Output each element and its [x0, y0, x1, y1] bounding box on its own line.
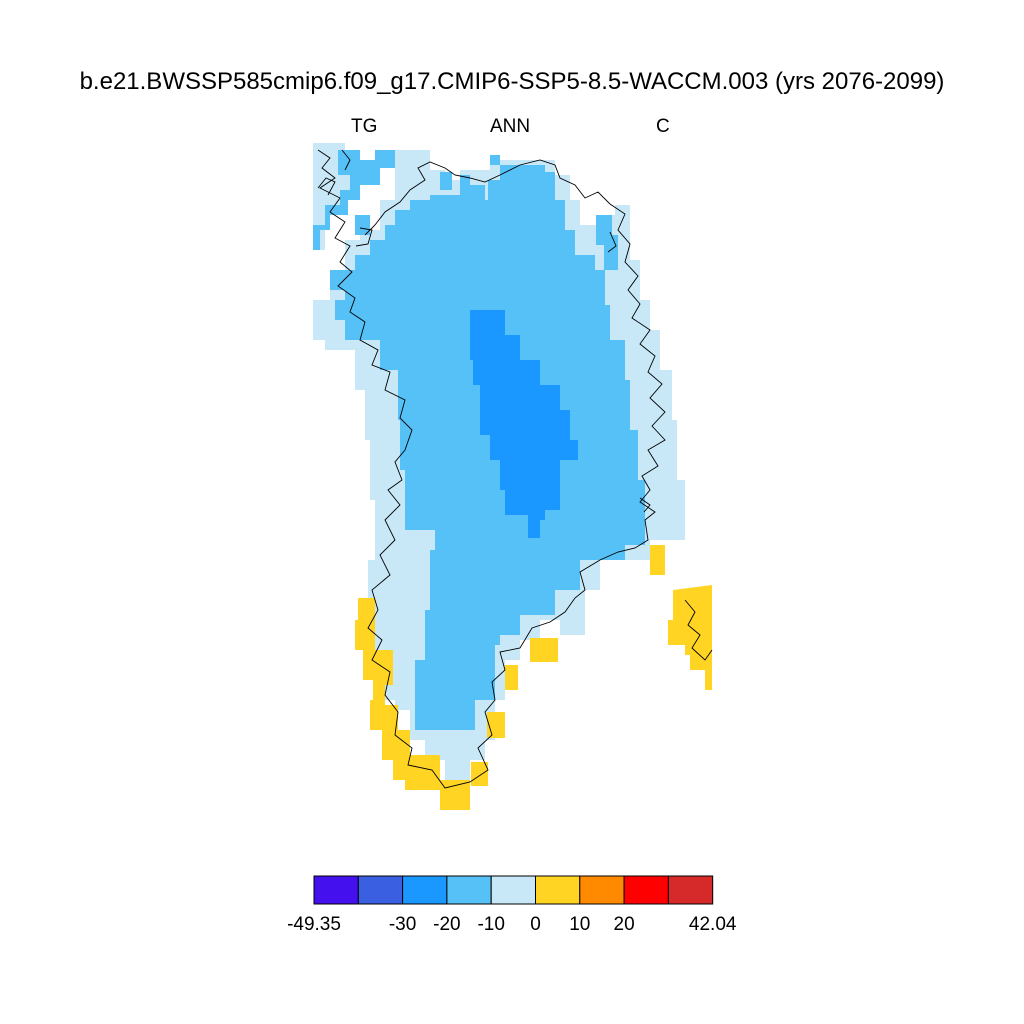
- colorbar-box: [313, 875, 359, 905]
- region-0-to-10: [355, 545, 712, 810]
- center-string: ANN: [490, 116, 531, 137]
- colorbar-box: [446, 875, 492, 905]
- colorbar-box: [357, 875, 404, 905]
- left-string: TG: [351, 116, 378, 137]
- right-string: C: [656, 116, 670, 137]
- colorbar-label: 10: [569, 914, 590, 935]
- colorbar-label: 0: [530, 914, 541, 935]
- colorbar-label: -49.35: [287, 914, 341, 935]
- colorbar-box: [490, 875, 537, 905]
- plot-title: b.e21.BWSSP585cmip6.f09_g17.CMIP6-SSP5-8…: [79, 68, 945, 95]
- colorbar-labels: -49.35 -30 -20 -10 0 10 20 42.04: [287, 914, 737, 935]
- colorbar-box: [535, 875, 581, 905]
- colorbar-label: 42.04: [689, 914, 737, 935]
- colorbar-label: -10: [477, 914, 504, 935]
- colorbar-label: 20: [614, 914, 635, 935]
- colorbar-box: [667, 875, 714, 905]
- colorbar-label: -20: [433, 914, 460, 935]
- colorbar-label: -30: [389, 914, 416, 935]
- colorbar-box: [579, 875, 625, 905]
- colorbar-box: [623, 875, 669, 905]
- colorbar-boxes: [313, 875, 714, 905]
- coastline: [317, 149, 713, 789]
- colorbar-box: [402, 875, 448, 905]
- region-neg30-to-neg20: [470, 310, 578, 538]
